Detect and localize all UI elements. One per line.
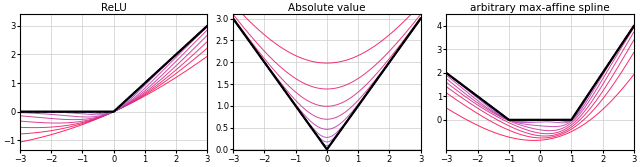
Title: Absolute value: Absolute value: [288, 4, 365, 14]
Title: arbitrary max-affine spline: arbitrary max-affine spline: [470, 4, 610, 14]
Title: ReLU: ReLU: [100, 4, 127, 14]
